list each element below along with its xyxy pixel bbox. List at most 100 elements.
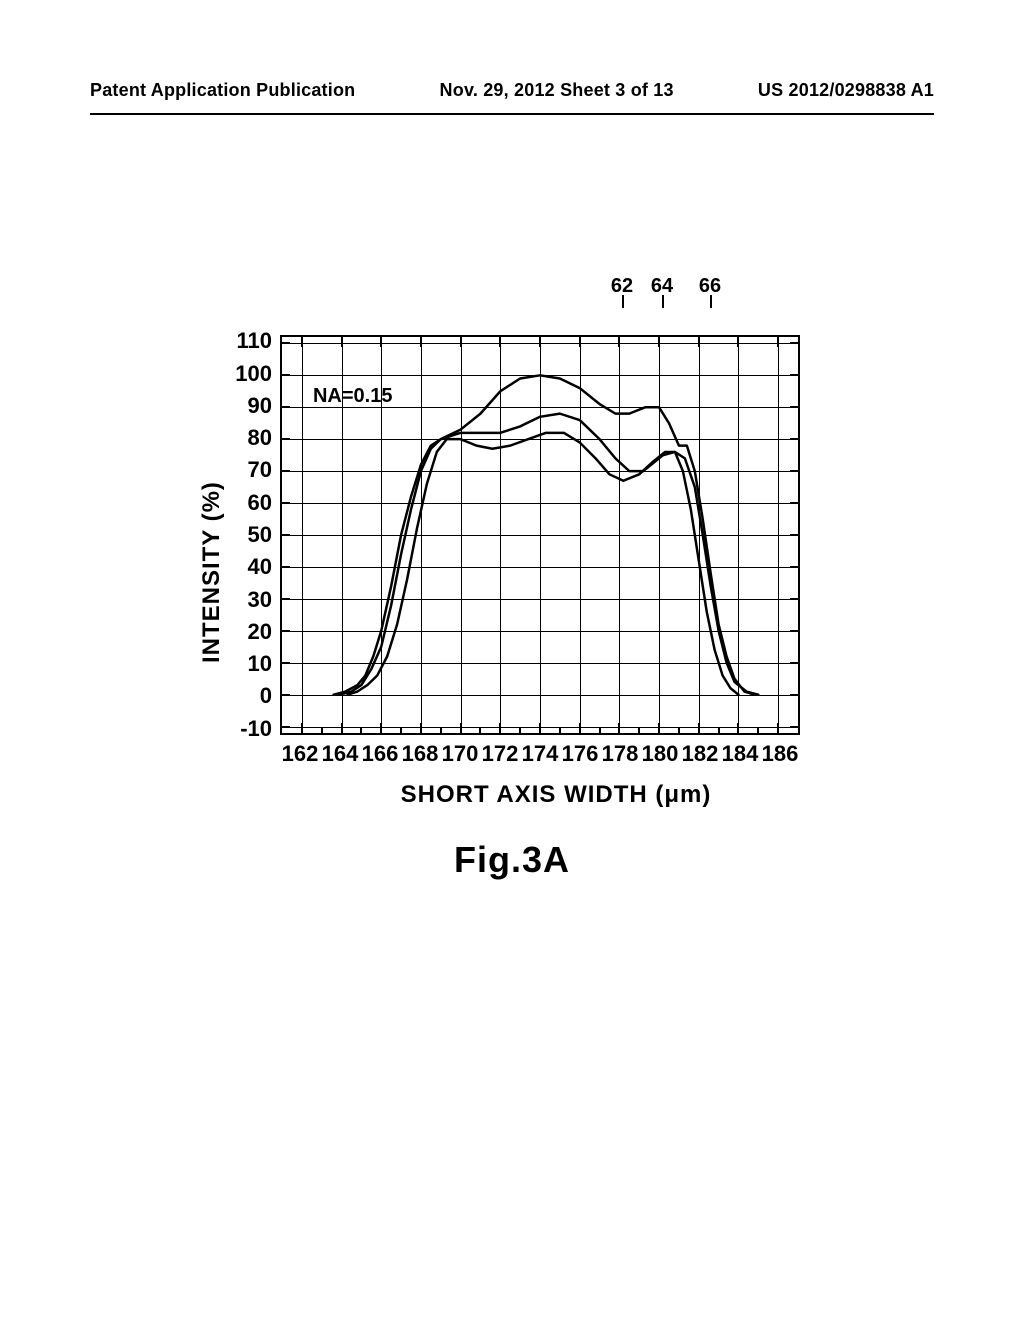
tick-bottom-minor bbox=[400, 727, 402, 733]
x-tick-label: 172 bbox=[482, 741, 519, 767]
gridline-vertical bbox=[580, 337, 581, 733]
chart-row: INTENSITY (%) -1001020304050607080901001… bbox=[192, 335, 832, 809]
gridline-vertical bbox=[659, 337, 660, 733]
tick-right bbox=[790, 438, 798, 440]
tick-left bbox=[282, 598, 290, 600]
tick-bottom-minor bbox=[360, 727, 362, 733]
x-tick-label: 166 bbox=[362, 741, 399, 767]
tick-bottom-minor bbox=[678, 727, 680, 733]
tick-bottom bbox=[539, 723, 541, 733]
page: Patent Application Publication Nov. 29, … bbox=[0, 0, 1024, 1320]
y-tick-label: 110 bbox=[237, 328, 273, 354]
curve-indicators: 626466 bbox=[278, 275, 798, 335]
y-tick-label: 100 bbox=[235, 361, 272, 387]
tick-right bbox=[790, 470, 798, 472]
tick-bottom bbox=[618, 723, 620, 733]
tick-top bbox=[420, 337, 422, 347]
tick-left bbox=[282, 406, 290, 408]
y-tick-label: 90 bbox=[248, 393, 272, 419]
header-center: Nov. 29, 2012 Sheet 3 of 13 bbox=[440, 80, 674, 101]
y-tick-label: 20 bbox=[248, 619, 272, 645]
y-tick-label: 30 bbox=[248, 587, 272, 613]
tick-bottom-minor bbox=[757, 727, 759, 733]
tick-right bbox=[790, 406, 798, 408]
tick-bottom-minor bbox=[718, 727, 720, 733]
tick-top bbox=[737, 337, 739, 347]
tick-bottom-minor bbox=[479, 727, 481, 733]
tick-right bbox=[790, 534, 798, 536]
tick-bottom-minor bbox=[559, 727, 561, 733]
tick-top bbox=[777, 337, 779, 347]
x-tick-label: 178 bbox=[602, 741, 639, 767]
indicator-line bbox=[710, 295, 712, 308]
gridline-vertical bbox=[421, 337, 422, 733]
y-tick-label: 50 bbox=[248, 522, 272, 548]
tick-top bbox=[380, 337, 382, 347]
y-tick-label: 80 bbox=[248, 425, 272, 451]
tick-bottom-minor bbox=[638, 727, 640, 733]
y-tick-label: 10 bbox=[248, 651, 272, 677]
tick-bottom bbox=[698, 723, 700, 733]
tick-left bbox=[282, 502, 290, 504]
indicator-line bbox=[622, 295, 624, 308]
tick-bottom-minor bbox=[519, 727, 521, 733]
tick-right bbox=[790, 502, 798, 504]
x-tick-label: 162 bbox=[282, 741, 319, 767]
gridline-vertical bbox=[461, 337, 462, 733]
tick-bottom bbox=[341, 723, 343, 733]
tick-bottom-minor bbox=[599, 727, 601, 733]
tick-bottom bbox=[380, 723, 382, 733]
tick-right bbox=[790, 726, 798, 728]
tick-top bbox=[618, 337, 620, 347]
x-tick-label: 174 bbox=[522, 741, 559, 767]
tick-right bbox=[790, 566, 798, 568]
plot-column: NA=0.15 16216416616817017217417617818018… bbox=[280, 335, 832, 809]
header-rule bbox=[90, 113, 934, 115]
x-ticks: 162164166168170172174176178180182184186 bbox=[280, 741, 800, 771]
x-tick-label: 168 bbox=[402, 741, 439, 767]
tick-bottom bbox=[499, 723, 501, 733]
tick-left bbox=[282, 726, 290, 728]
tick-top bbox=[658, 337, 660, 347]
x-tick-label: 184 bbox=[722, 741, 759, 767]
tick-left bbox=[282, 374, 290, 376]
gridline-vertical bbox=[540, 337, 541, 733]
x-tick-label: 164 bbox=[322, 741, 359, 767]
figure-caption: Fig.3A bbox=[192, 839, 832, 881]
plot-area: NA=0.15 bbox=[280, 335, 800, 735]
gridline-vertical bbox=[778, 337, 779, 733]
tick-right bbox=[790, 342, 798, 344]
y-tick-label: 0 bbox=[260, 683, 272, 709]
tick-left bbox=[282, 566, 290, 568]
gridline-vertical bbox=[738, 337, 739, 733]
x-tick-label: 170 bbox=[442, 741, 479, 767]
x-axis-label: SHORT AXIS WIDTH (μm) bbox=[280, 781, 832, 809]
gridline-vertical bbox=[302, 337, 303, 733]
y-tick-label: 60 bbox=[248, 490, 272, 516]
x-tick-label: 182 bbox=[682, 741, 719, 767]
y-tick-label: -10 bbox=[240, 716, 272, 742]
tick-bottom bbox=[420, 723, 422, 733]
indicator-line bbox=[662, 295, 664, 308]
tick-bottom-minor bbox=[321, 727, 323, 733]
header-left: Patent Application Publication bbox=[90, 80, 355, 101]
gridline-vertical bbox=[381, 337, 382, 733]
tick-top bbox=[698, 337, 700, 347]
tick-left bbox=[282, 342, 290, 344]
tick-top bbox=[499, 337, 501, 347]
gridline-vertical bbox=[699, 337, 700, 733]
tick-bottom bbox=[579, 723, 581, 733]
series-s62 bbox=[334, 414, 759, 695]
tick-top bbox=[460, 337, 462, 347]
gridline-vertical bbox=[619, 337, 620, 733]
y-axis-label: INTENSITY (%) bbox=[192, 335, 226, 809]
tick-right bbox=[790, 630, 798, 632]
figure: 626466 INTENSITY (%) -100102030405060708… bbox=[192, 275, 832, 881]
tick-left bbox=[282, 662, 290, 664]
tick-top bbox=[341, 337, 343, 347]
y-tick-label: 40 bbox=[248, 554, 272, 580]
tick-left bbox=[282, 694, 290, 696]
gridline-vertical bbox=[342, 337, 343, 733]
header-right: US 2012/0298838 A1 bbox=[758, 80, 934, 101]
tick-bottom bbox=[460, 723, 462, 733]
